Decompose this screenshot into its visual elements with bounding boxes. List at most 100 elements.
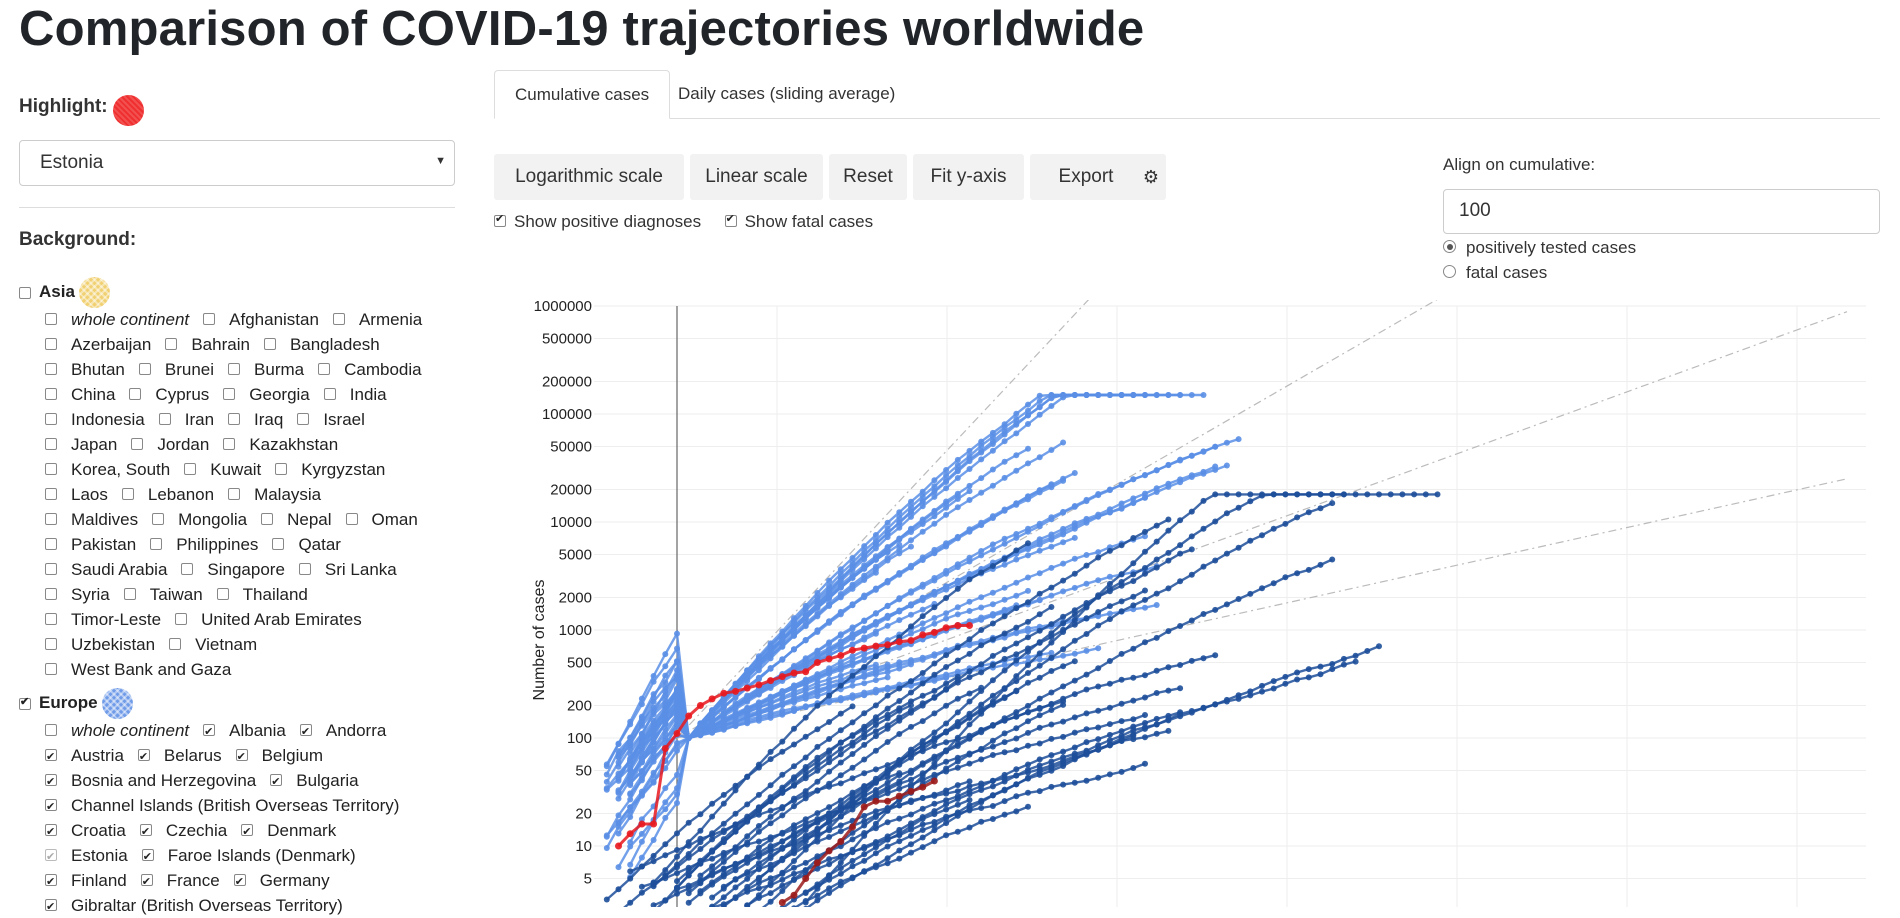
fatal-series[interactable] [744,491,1347,907]
group-color-swatch[interactable] [101,688,133,719]
country-checkbox[interactable] [45,512,57,525]
country-option[interactable]: Lebanon [121,484,214,506]
country-checkbox[interactable] [137,746,150,768]
country-option[interactable]: Belarus [137,745,222,768]
country-option[interactable]: Gibraltar (British Overseas Territory) [45,895,343,918]
country-option[interactable]: Belgium [235,745,323,768]
country-checkbox[interactable] [150,537,163,550]
country-option[interactable]: Andorra [299,720,386,743]
country-checkbox[interactable] [184,462,197,475]
country-option[interactable]: Pakistan [45,534,136,556]
country-checkbox[interactable] [169,637,182,650]
country-checkbox[interactable] [297,412,310,425]
country-checkbox[interactable] [263,337,276,350]
country-checkbox[interactable] [45,387,57,400]
country-option[interactable]: Germany [233,870,330,893]
country-checkbox[interactable] [45,587,57,600]
country-checkbox[interactable] [45,662,57,675]
country-option[interactable]: Maldives [45,509,138,531]
country-checkbox[interactable] [129,387,142,400]
fatal-series[interactable] [650,516,1172,890]
country-checkbox[interactable] [45,537,57,550]
country-option[interactable]: Bosnia and Herzegovina [45,770,256,793]
country-checkbox[interactable] [138,362,151,375]
country-option[interactable]: China [45,384,115,406]
country-checkbox[interactable] [45,871,57,893]
country-option[interactable]: Taiwan [123,584,203,606]
country-option[interactable]: Qatar [272,534,341,556]
highlight-color-swatch[interactable] [113,95,144,126]
country-checkbox[interactable] [45,821,57,843]
country-option[interactable]: Jordan [131,434,209,456]
country-checkbox[interactable] [45,612,57,625]
country-checkbox[interactable] [121,487,134,500]
radio-positive[interactable] [1443,240,1456,254]
country-checkbox[interactable] [45,796,57,818]
align-radio-positive[interactable]: positively tested cases [1443,238,1636,258]
fatal-series[interactable] [685,684,985,897]
country-option[interactable]: Bahrain [165,334,250,356]
group-europe[interactable]: Europe [19,688,133,719]
country-option[interactable]: Bangladesh [263,334,380,356]
linear-scale-button[interactable]: Linear scale [690,154,823,200]
highlight-country-select[interactable]: Estonia ▼ [19,140,455,186]
country-checkbox[interactable] [45,562,57,575]
country-option[interactable]: Finland [45,870,127,893]
country-option[interactable]: Estonia [45,845,128,868]
country-option[interactable]: Czechia [139,820,227,843]
country-option[interactable]: whole continent [45,720,189,742]
radio-fatal[interactable] [1443,265,1456,279]
country-option[interactable]: United Arab Emirates [175,609,362,631]
country-option[interactable]: Denmark [241,820,336,843]
country-checkbox[interactable] [241,821,254,843]
country-option[interactable]: Austria [45,745,124,768]
case-series[interactable] [627,392,1148,797]
align-radio-fatal[interactable]: fatal cases [1443,263,1547,283]
country-option[interactable]: Cambodia [318,359,422,381]
country-option[interactable]: Philippines [150,534,258,556]
country-option[interactable]: Laos [45,484,108,506]
country-checkbox[interactable] [45,723,57,736]
country-option[interactable]: Singapore [181,559,285,581]
group-asia[interactable]: Asia [19,277,110,308]
country-checkbox[interactable] [223,437,236,450]
fatal-series[interactable] [651,604,1055,907]
group-color-swatch[interactable] [78,277,110,308]
group-europe-checkbox[interactable] [19,695,31,710]
country-option[interactable]: Afghanistan [203,309,319,331]
country-option[interactable]: Japan [45,434,117,456]
country-option[interactable]: Georgia [223,384,310,406]
country-option[interactable]: Bhutan [45,359,125,381]
country-checkbox[interactable] [45,771,57,793]
country-option[interactable]: Faroe Islands (Denmark) [141,845,356,868]
country-checkbox[interactable] [45,896,57,918]
tab-cumulative-cases[interactable]: Cumulative cases [494,70,671,119]
country-option[interactable]: Syria [45,584,110,606]
country-option[interactable]: whole continent [45,309,189,331]
country-checkbox[interactable] [203,721,216,743]
country-option[interactable]: Nepal [261,509,332,531]
country-checkbox[interactable] [272,537,285,550]
country-checkbox[interactable] [45,487,57,500]
country-checkbox[interactable] [345,512,358,525]
country-checkbox[interactable] [233,871,246,893]
country-option[interactable]: Brunei [138,359,214,381]
export-button[interactable]: Export [1030,154,1142,200]
highlight-cases-series[interactable] [615,622,973,850]
align-threshold-input[interactable]: 100 [1443,189,1880,234]
country-checkbox[interactable] [45,462,57,475]
country-option[interactable]: France [140,870,220,893]
country-option[interactable]: Indonesia [45,409,145,431]
country-checkbox[interactable] [165,337,178,350]
country-checkbox[interactable] [45,312,57,325]
country-option[interactable]: Uzbekistan [45,634,155,656]
case-series[interactable] [603,443,1219,851]
country-checkbox[interactable] [216,587,229,600]
country-option[interactable]: Kazakhstan [223,434,338,456]
country-checkbox[interactable] [175,612,188,625]
country-option[interactable]: Mongolia [152,509,247,531]
country-checkbox[interactable] [181,562,194,575]
tab-daily-cases[interactable]: Daily cases (sliding average) [678,84,896,103]
trajectory-chart[interactable]: 1000000500000200000100000500002000010000… [500,290,1880,907]
country-checkbox[interactable] [45,746,57,768]
